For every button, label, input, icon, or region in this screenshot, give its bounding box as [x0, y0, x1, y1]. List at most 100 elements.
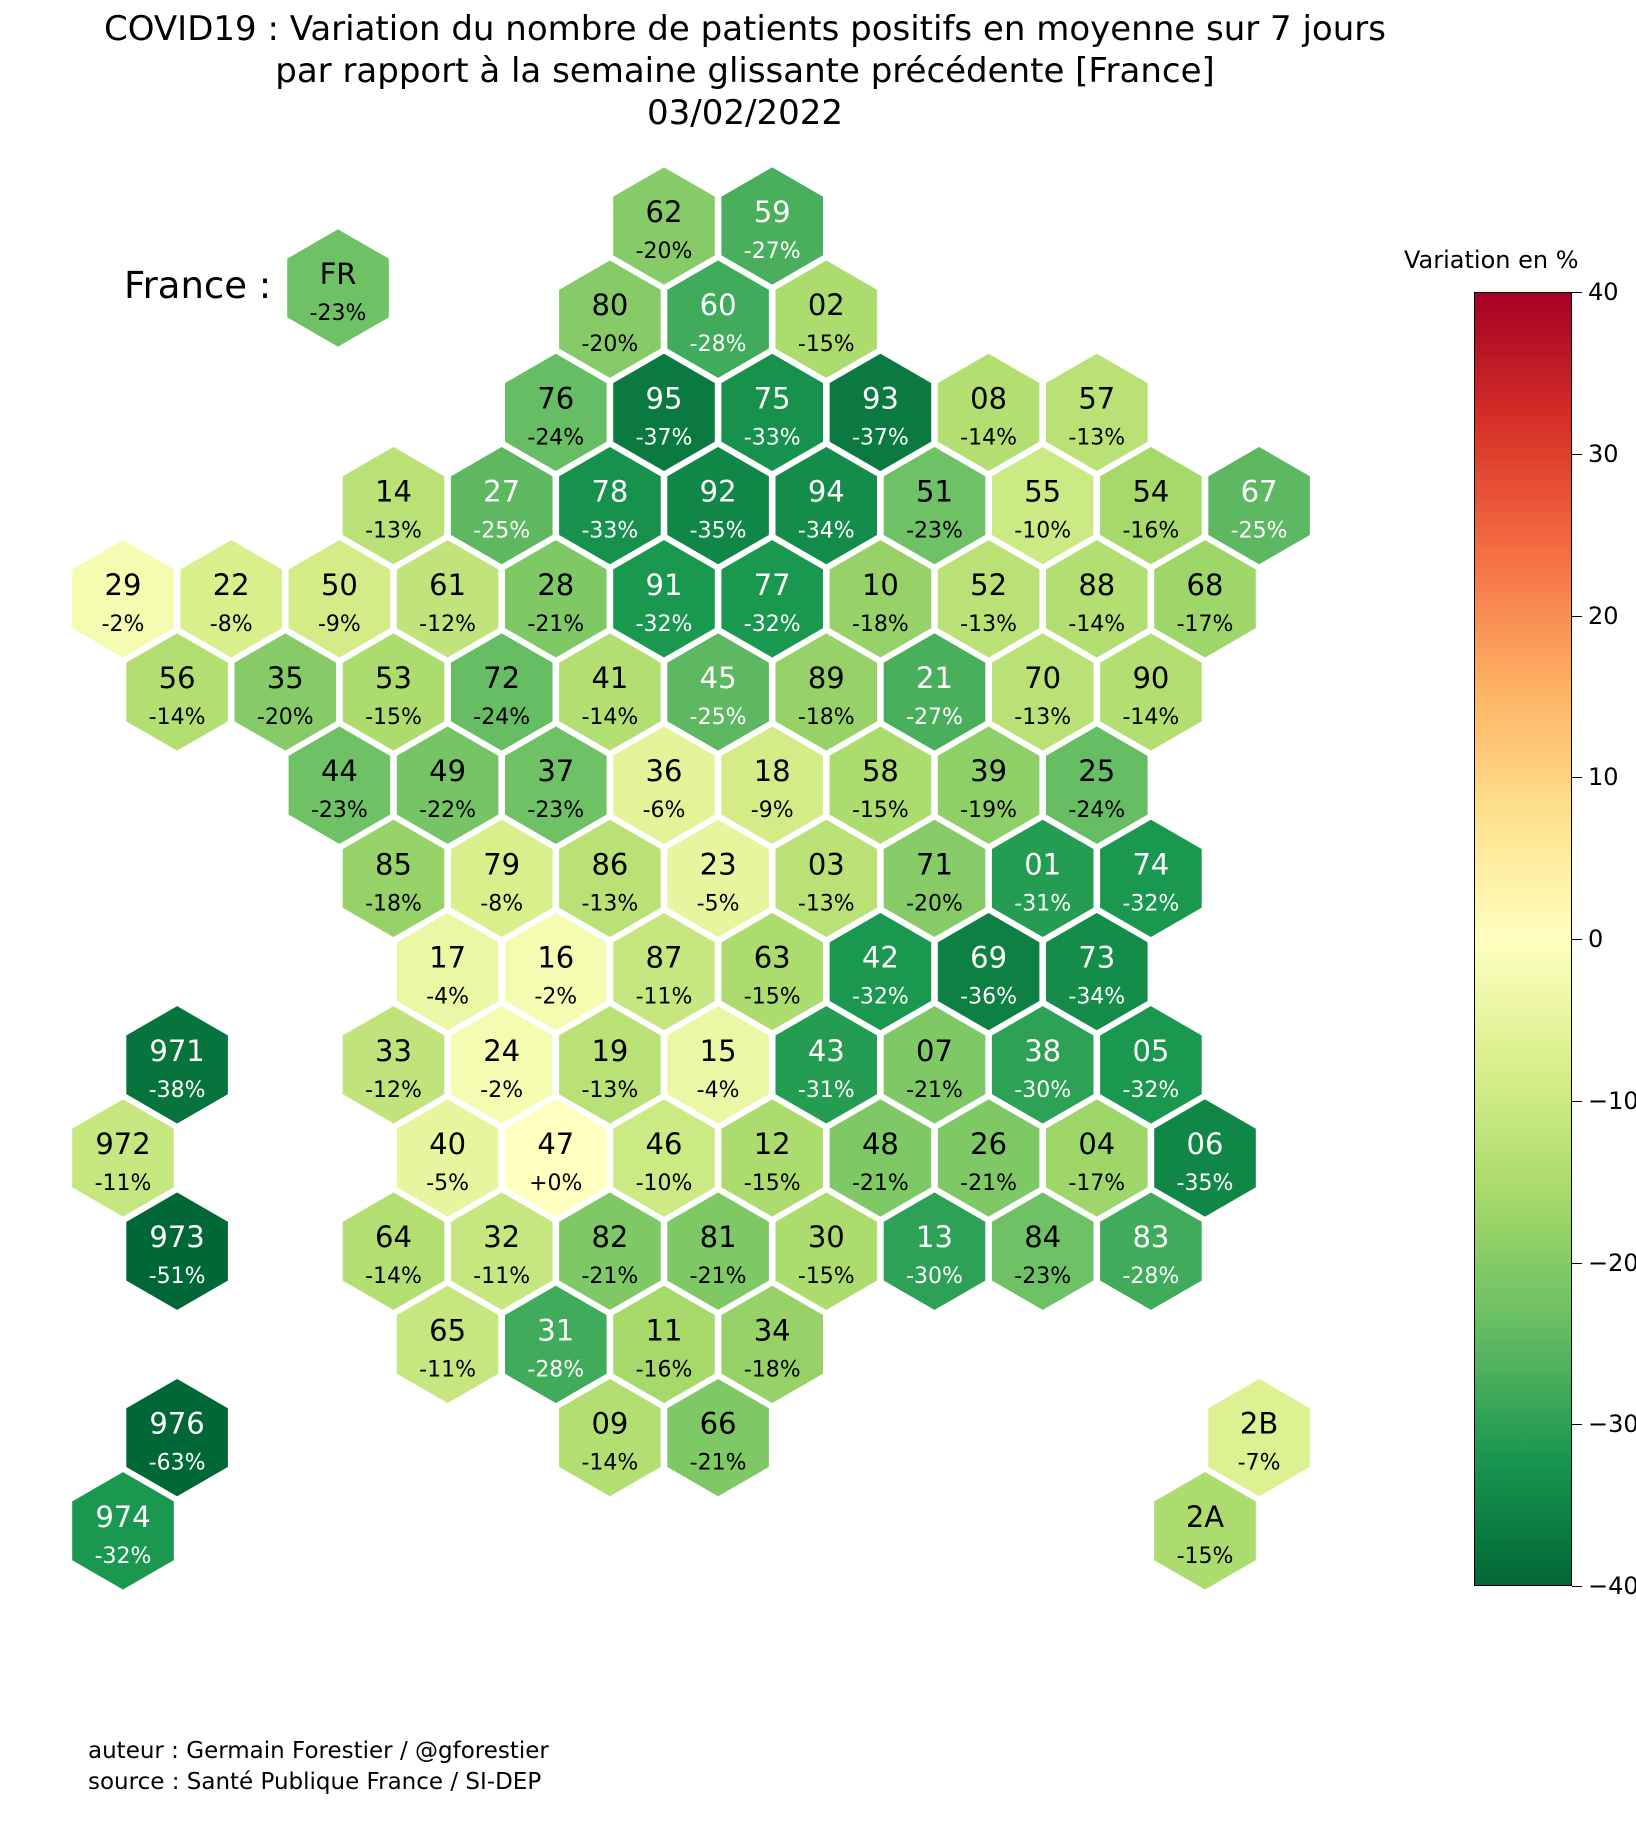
hex-dept-61: 61 -12%: [392, 535, 503, 663]
colorbar-tick: [1572, 453, 1582, 455]
hex-national-fr-value: -23%: [310, 301, 367, 326]
hex-map: 62 -20% 59 -27% 80 -20% 60 -28% 02 -15% 76 -24% 95 -3…: [68, 165, 1314, 1592]
hex-dept-90-code: 90: [1132, 661, 1169, 695]
colorbar-tick-label: 40: [1588, 278, 1619, 306]
hex-dept-65: 65 -11%: [392, 1281, 503, 1408]
hex-dept-71-value: -20%: [906, 891, 963, 916]
hex-dept-94: 94 -34%: [771, 442, 882, 569]
hex-dept-89: 89 -18%: [771, 628, 882, 756]
hex-dept-71-code: 71: [916, 847, 953, 881]
hex-dept-63-code: 63: [754, 941, 791, 975]
hex-dept-53: 53 -15%: [338, 628, 449, 756]
hex-dept-61-code: 61: [429, 568, 466, 602]
hex-dept-36-code: 36: [646, 754, 683, 788]
hex-dept-10-code: 10: [862, 568, 899, 602]
hex-dept-62-value: -20%: [636, 239, 693, 264]
hex-dept-89-hex: [771, 628, 882, 756]
hex-dept-49-hex: [392, 721, 503, 849]
hex-dept-55-hex: [987, 442, 1098, 569]
hex-dept-91-value: -32%: [636, 612, 693, 637]
hex-dept-33-code: 33: [375, 1034, 412, 1068]
hex-dept-78-code: 78: [591, 475, 628, 509]
hex-dept-14-value: -13%: [365, 519, 422, 544]
hex-dept-07-value: -21%: [906, 1078, 963, 1103]
hex-dept-2b-hex: [1204, 1374, 1314, 1501]
hex-dept-30-code: 30: [808, 1220, 845, 1254]
hex-dept-94-code: 94: [808, 475, 845, 509]
hex-dept-50-hex: [284, 535, 395, 663]
chart-title: COVID19 : Variation du nombre de patient…: [0, 8, 1490, 134]
hex-dept-2a-value: -15%: [1177, 1544, 1234, 1569]
hex-dept-11: 11 -16%: [609, 1281, 719, 1408]
hex-dept-40-value: -5%: [426, 1171, 469, 1196]
hex-dept-94-hex: [771, 442, 882, 569]
hex-dept-65-hex: [392, 1281, 503, 1408]
hex-dept-27: 27 -25%: [446, 442, 557, 569]
hex-dept-66-value: -21%: [690, 1451, 747, 1476]
hex-dept-45-value: -25%: [690, 705, 747, 730]
hex-dept-50: 50-9%: [284, 535, 395, 663]
hex-dept-41-value: -14%: [581, 705, 638, 730]
hex-dept-43-code: 43: [808, 1034, 845, 1068]
hex-dept-972-value: -11%: [95, 1171, 152, 1196]
hex-dept-973-code: 973: [149, 1220, 204, 1254]
hex-dept-63-value: -15%: [744, 985, 801, 1010]
hex-dept-32-hex: [446, 1187, 557, 1315]
hex-dept-01-hex: [987, 815, 1098, 942]
hex-dept-36: 36-6%: [609, 721, 719, 849]
hex-dept-30-hex: [771, 1187, 882, 1315]
hex-dept-86: 86 -13%: [555, 815, 665, 942]
hex-dept-07: 07 -21%: [879, 1001, 990, 1129]
hex-dept-46: 46 -10%: [609, 1094, 719, 1222]
hex-dept-29: 29-2%: [68, 535, 178, 663]
hex-dept-87-code: 87: [646, 941, 683, 975]
hex-dept-31: 31 -28%: [501, 1281, 611, 1408]
hex-dept-29-hex: [68, 535, 178, 663]
hex-dept-63-hex: [717, 908, 827, 1035]
credits-author: auteur : Germain Forestier / @gforestier: [88, 1738, 549, 1764]
hex-dept-10-value: -18%: [852, 612, 909, 637]
hex-dept-59-code: 59: [754, 195, 791, 229]
hex-dept-64: 64 -14%: [338, 1187, 449, 1315]
hex-dept-19: 19 -13%: [555, 1001, 665, 1129]
hex-dept-79-code: 79: [483, 847, 520, 881]
hex-dept-70-code: 70: [1024, 661, 1061, 695]
hex-dept-33-value: -12%: [365, 1078, 422, 1103]
hex-dept-67-value: -25%: [1231, 519, 1288, 544]
hex-dept-89-code: 89: [808, 661, 845, 695]
hex-dept-86-code: 86: [591, 847, 628, 881]
hex-dept-68: 68 -17%: [1150, 535, 1260, 663]
hex-dept-85: 85 -18%: [338, 815, 449, 942]
hex-dept-17-value: -4%: [426, 985, 469, 1010]
colorbar-tick: [1572, 777, 1582, 779]
hex-dept-50-code: 50: [321, 568, 358, 602]
hex-dept-02-hex: [771, 255, 882, 383]
hex-dept-82-value: -21%: [581, 1264, 638, 1289]
hex-dept-72-code: 72: [483, 661, 520, 695]
hex-dept-11-hex: [609, 1281, 719, 1408]
hex-dept-29-code: 29: [105, 568, 142, 602]
hex-dept-53-value: -15%: [365, 705, 422, 730]
hex-dept-05-hex: [1096, 1001, 1206, 1129]
hex-dept-56: 56 -14%: [122, 628, 232, 756]
hex-dept-44: 44 -23%: [284, 721, 395, 849]
hex-dept-26: 26 -21%: [933, 1094, 1044, 1222]
hex-dept-971-code: 971: [149, 1034, 204, 1068]
hex-dept-83-code: 83: [1132, 1220, 1169, 1254]
hex-dept-06-hex: [1150, 1094, 1260, 1222]
hex-dept-73-code: 73: [1078, 941, 1115, 975]
hex-dept-57: 57 -13%: [1042, 349, 1152, 476]
hex-dept-26-value: -21%: [960, 1171, 1017, 1196]
hex-dept-84-value: -23%: [1014, 1264, 1071, 1289]
hex-dept-69-hex: [933, 908, 1044, 1035]
hex-dept-02: 02 -15%: [771, 255, 882, 383]
hex-dept-61-hex: [392, 535, 503, 663]
hex-dept-86-value: -13%: [581, 891, 638, 916]
hex-dept-60-hex: [663, 255, 773, 383]
hex-dept-58: 58 -15%: [825, 721, 936, 849]
hex-dept-53-hex: [338, 628, 449, 756]
hex-dept-45: 45 -25%: [663, 628, 773, 756]
credits: auteur : Germain Forestier / @gforestier…: [88, 1736, 549, 1798]
hex-dept-43: 43 -31%: [771, 1001, 882, 1129]
hex-dept-01: 01 -31%: [987, 815, 1098, 942]
